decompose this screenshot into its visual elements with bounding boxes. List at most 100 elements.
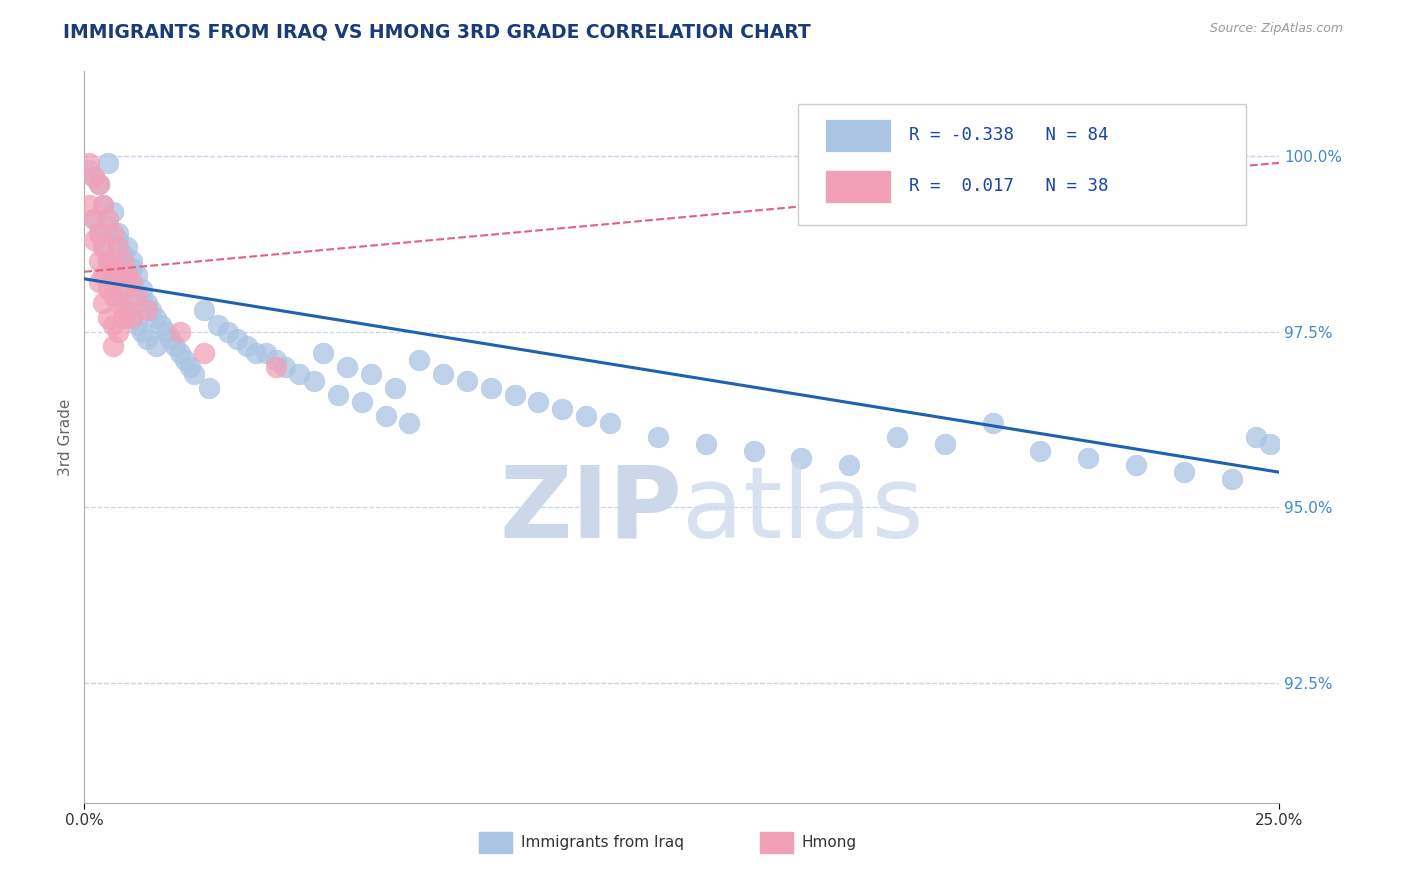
Text: R = -0.338   N = 84: R = -0.338 N = 84 [910, 126, 1108, 144]
Point [838, 458, 860, 473]
Bar [825, 170, 891, 203]
Point [107, 240, 129, 254]
Point [111, 247, 134, 261]
Point [135, 332, 157, 346]
Point [145, 339, 167, 353]
Point [121, 254, 143, 268]
Point [97, 254, 120, 268]
Point [117, 268, 139, 283]
Point [101, 226, 124, 240]
Point [121, 261, 143, 276]
Point [93, 296, 115, 310]
Point [264, 352, 287, 367]
Point [107, 282, 129, 296]
Point [398, 416, 420, 430]
Point [179, 359, 201, 374]
Point [145, 310, 167, 325]
Point [101, 205, 124, 219]
Point [77, 198, 100, 212]
Point [1173, 465, 1195, 479]
Point [131, 289, 153, 303]
Point [274, 359, 297, 374]
Point [93, 198, 115, 212]
Point [193, 303, 215, 318]
Point [1220, 472, 1243, 486]
Text: Hmong: Hmong [801, 835, 856, 850]
Point [245, 345, 267, 359]
Point [149, 318, 172, 332]
Point [790, 451, 813, 466]
Point [125, 318, 148, 332]
Point [183, 367, 205, 381]
Point [217, 325, 239, 339]
Point [97, 254, 120, 268]
Y-axis label: 3rd Grade: 3rd Grade [58, 399, 73, 475]
Point [193, 345, 215, 359]
Point [169, 345, 191, 359]
Point [647, 430, 669, 444]
Point [83, 169, 105, 184]
Point [101, 339, 124, 353]
Point [87, 226, 110, 240]
Point [83, 212, 105, 227]
Point [125, 268, 148, 283]
Bar [479, 832, 512, 853]
Point [742, 444, 765, 458]
Point [1029, 444, 1052, 458]
Point [93, 198, 115, 212]
Point [326, 388, 349, 402]
Bar [759, 832, 793, 853]
Point [131, 282, 153, 296]
Point [107, 325, 129, 339]
Bar [825, 119, 891, 152]
Point [87, 226, 110, 240]
Point [432, 367, 454, 381]
Point [125, 289, 148, 303]
Point [107, 226, 129, 240]
Point [87, 177, 110, 191]
Point [236, 339, 259, 353]
Point [384, 381, 406, 395]
Point [302, 374, 325, 388]
Point [87, 276, 110, 290]
Point [111, 310, 134, 325]
Point [111, 282, 134, 296]
Point [101, 268, 124, 283]
Point [117, 303, 139, 318]
Point [135, 296, 157, 310]
Point [107, 268, 129, 283]
Point [111, 254, 134, 268]
Point [1125, 458, 1147, 473]
Point [695, 437, 717, 451]
Point [83, 169, 105, 184]
Point [1077, 451, 1099, 466]
Point [599, 416, 621, 430]
Point [934, 437, 956, 451]
Point [336, 359, 359, 374]
Point [93, 240, 115, 254]
Point [135, 303, 157, 318]
Point [101, 318, 124, 332]
Point [981, 416, 1004, 430]
Point [97, 219, 120, 233]
Point [575, 409, 598, 423]
Point [456, 374, 478, 388]
Text: Source: ZipAtlas.com: Source: ZipAtlas.com [1209, 22, 1343, 36]
Point [288, 367, 311, 381]
Point [551, 401, 574, 416]
Point [101, 261, 124, 276]
Point [121, 310, 143, 325]
Point [83, 233, 105, 247]
Point [107, 233, 129, 247]
FancyBboxPatch shape [797, 104, 1246, 225]
Point [408, 352, 430, 367]
Point [155, 325, 177, 339]
Point [93, 240, 115, 254]
Text: R =  0.017   N = 38: R = 0.017 N = 38 [910, 178, 1108, 195]
Point [77, 162, 100, 177]
Point [93, 268, 115, 283]
Point [503, 388, 526, 402]
Point [101, 289, 124, 303]
Point [226, 332, 249, 346]
Point [479, 381, 502, 395]
